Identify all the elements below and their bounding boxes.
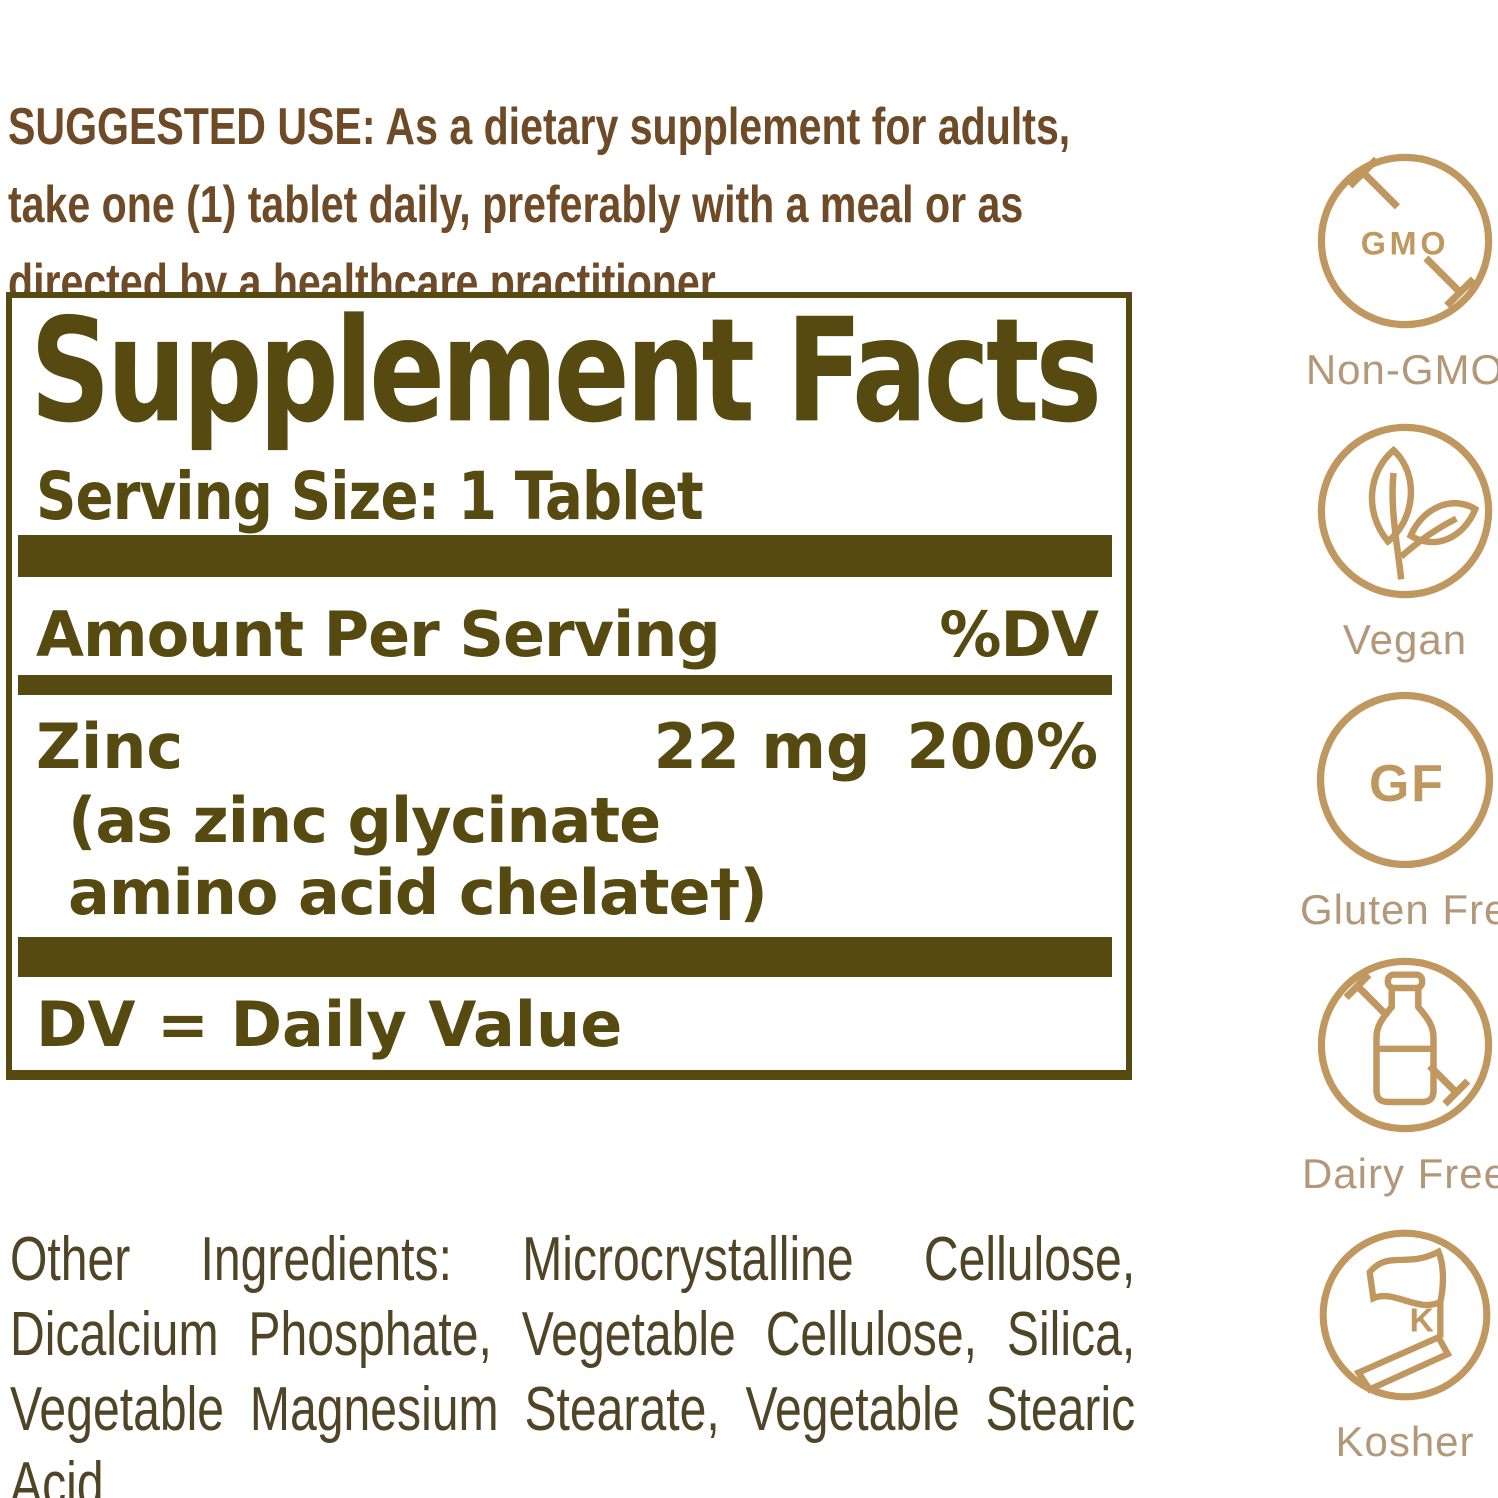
divider-bar-thick-bottom (18, 937, 1112, 977)
gf-circle-icon: GF (1316, 691, 1494, 869)
leaf-icon (1317, 423, 1493, 599)
badge-label-gluten-free: Gluten Free (1300, 886, 1498, 933)
nutrient-amount: 22 mg (653, 710, 871, 783)
badge-non-gmo: GMO Non-GMO (1300, 146, 1498, 394)
gmo-crossed-icon: GMO (1317, 153, 1493, 329)
other-ingredients-paragraph: Other Ingredients: Microcrystalline Cell… (10, 1222, 1135, 1498)
dv-footnote: DV = Daily Value (36, 988, 623, 1061)
kosher-parchment-icon: K (1319, 1229, 1491, 1401)
nutrient-name: Zinc (36, 710, 184, 783)
suggested-use-label: SUGGESTED USE: (8, 98, 376, 156)
divider-bar-thin (18, 675, 1112, 695)
amount-per-serving-header: Amount Per Serving (36, 598, 721, 671)
badge-dairy-free: Dairy Free (1300, 950, 1498, 1198)
milk-bottle-crossed-icon (1317, 957, 1493, 1133)
facts-header-row: Amount Per Serving %DV (36, 598, 1099, 671)
gmo-icon-text: GMO (1361, 225, 1450, 261)
kosher-icon-text: K (1410, 1303, 1434, 1340)
nutrient-dv: 200% (906, 710, 1098, 783)
nutrient-detail-line-2: amino acid chelate†) (68, 856, 768, 929)
badge-vegan: Vegan (1300, 416, 1498, 664)
other-ingredients-text: Microcrystalline Cellulose, Dicalcium Ph… (10, 1225, 1136, 1498)
serving-size: Serving Size: 1 Tablet (36, 458, 704, 535)
supplement-facts-title: Supplement Facts (30, 288, 1102, 455)
suggested-use-text: As a dietary supplement for adults, take… (8, 98, 1071, 312)
other-ingredients-label: Other Ingredients: (10, 1225, 452, 1294)
badge-label-kosher: Kosher (1335, 1418, 1475, 1465)
divider-bar-thick-top (18, 535, 1112, 577)
badge-gluten-free: GF Gluten Free (1300, 684, 1498, 934)
suggested-use-paragraph: SUGGESTED USE: As a dietary supplement f… (8, 88, 1082, 322)
badge-label-non-gmo: Non-GMO (1305, 346, 1498, 393)
percent-dv-header: %DV (939, 598, 1099, 671)
gf-icon-text: GF (1369, 754, 1445, 812)
supplement-facts-panel: Supplement Facts Serving Size: 1 Tablet … (6, 292, 1132, 1080)
badge-kosher: K Kosher (1300, 1222, 1498, 1466)
nutrient-detail-line-1: (as zinc glycinate (68, 784, 661, 857)
badge-label-dairy-free: Dairy Free (1301, 1150, 1498, 1197)
badge-label-vegan: Vegan (1342, 616, 1468, 663)
